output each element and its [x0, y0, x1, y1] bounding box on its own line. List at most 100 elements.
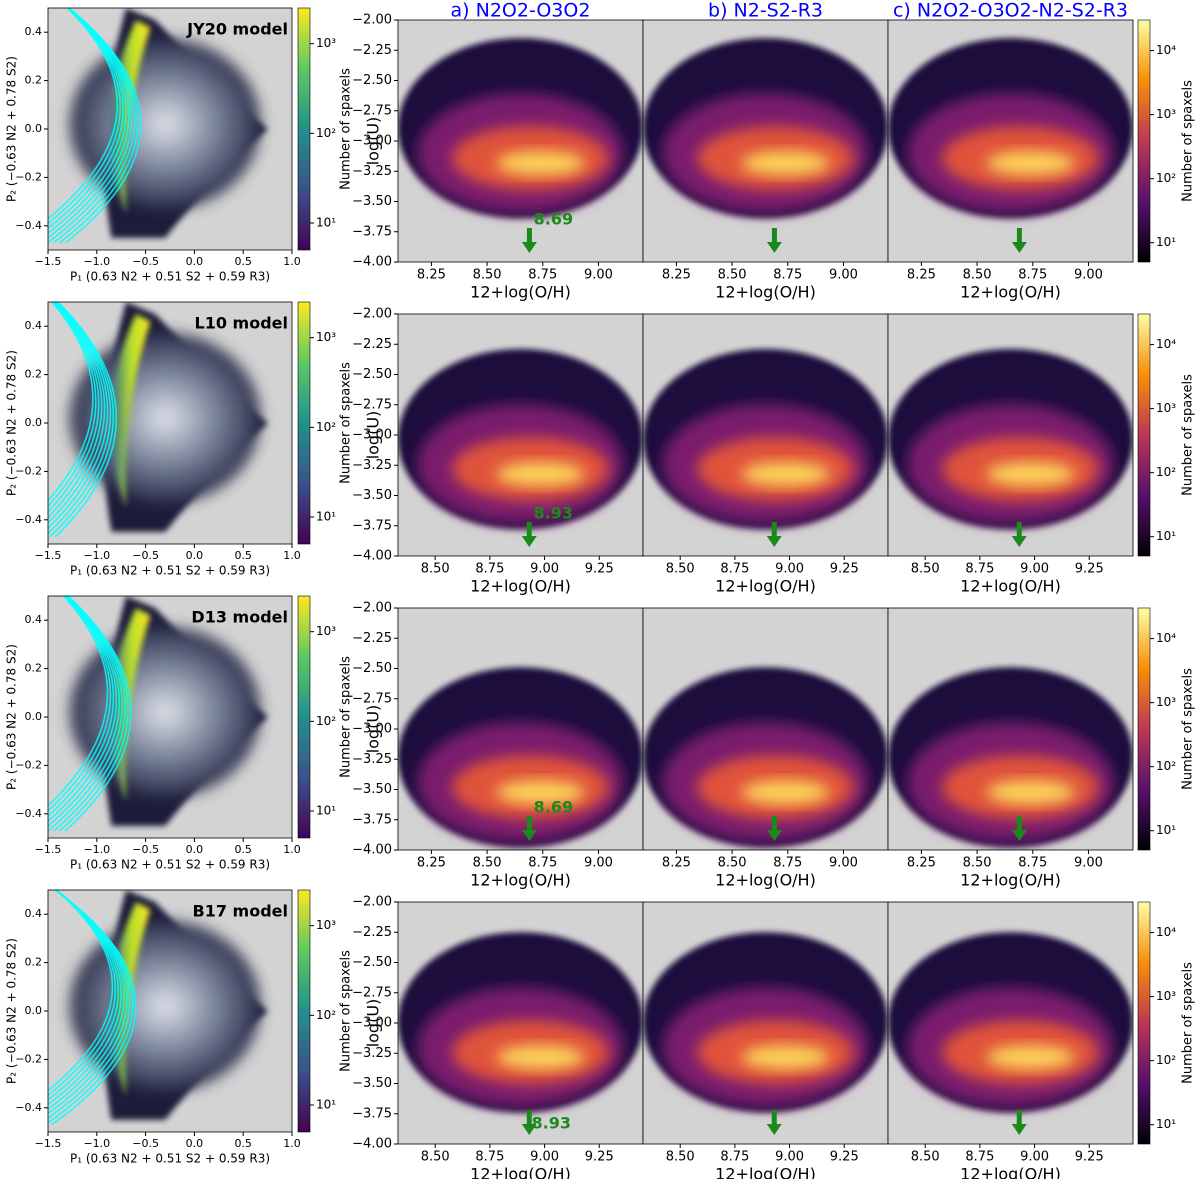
annotation-arrow — [521, 816, 537, 841]
density-shade — [741, 1045, 830, 1070]
density-layer — [48, 8, 268, 244]
y-tick-label: −3.00 — [352, 1016, 392, 1031]
model-grid — [48, 890, 120, 1101]
y-tick-label: −0.4 — [15, 219, 42, 232]
x-tick-label: 8.50 — [421, 1150, 450, 1165]
density-shade — [70, 627, 261, 798]
colorbar-tick-label: 10⁴ — [1156, 925, 1176, 939]
y-tick-label: −0.4 — [15, 807, 42, 820]
model-grid — [48, 596, 112, 812]
y-axis-label: log(U) — [364, 411, 383, 460]
model-grid — [48, 890, 117, 1097]
y-axis-label: P₂ (−0.63 N2 + 0.78 S2) — [5, 938, 19, 1084]
x-axis-label: P₁ (0.63 N2 + 0.51 S2 + 0.59 R3) — [70, 270, 270, 284]
density-layer — [48, 596, 268, 832]
colorbar-tick-label: 10¹ — [1156, 529, 1176, 543]
model-grid — [48, 302, 94, 502]
x-tick-label: 9.25 — [585, 1150, 614, 1165]
y-tick-label: 0.0 — [25, 416, 43, 429]
colorbar-tick-label: 10² — [316, 420, 336, 434]
x-tick-label: 8.75 — [475, 562, 504, 577]
x-tick-label: 9.00 — [1074, 856, 1103, 871]
y-axis-label: P₂ (−0.63 N2 + 0.78 S2) — [5, 644, 19, 790]
colorbar-label: Number of spaxels — [1181, 80, 1196, 202]
x-axis-label: 12+log(O/H) — [960, 577, 1061, 596]
panel-title: JY20 model — [186, 20, 288, 39]
colorbar-tick-label: 10³ — [1156, 695, 1176, 709]
x-tick-label: 8.50 — [963, 268, 992, 283]
y-tick-label: −2.25 — [352, 925, 392, 940]
x-tick-label: 8.75 — [475, 1150, 504, 1165]
density-layer — [643, 932, 888, 1113]
y-tick-label: −3.75 — [352, 518, 392, 533]
x-tick-label: −1.0 — [83, 255, 110, 268]
colorbar-tick-label: 10³ — [316, 624, 336, 638]
x-axis-label: 12+log(O/H) — [960, 283, 1061, 302]
model-grid — [48, 8, 127, 235]
model-grid — [64, 596, 132, 832]
density-layer — [398, 38, 643, 219]
annotation-arrow — [1011, 228, 1027, 253]
x-tick-label: 1.0 — [283, 1137, 301, 1150]
density-shade — [111, 314, 151, 508]
x-tick-label: 8.50 — [911, 1150, 940, 1165]
x-tick-label: 9.00 — [1020, 1150, 1049, 1165]
density-layer — [643, 38, 888, 219]
x-tick-label: 8.50 — [473, 856, 502, 871]
x-tick-label: 8.25 — [907, 268, 936, 283]
colorbar — [1137, 607, 1151, 851]
density-layer — [888, 349, 1133, 530]
colorbar-tick-label: 10² — [316, 126, 336, 140]
y-tick-label: −2.75 — [352, 103, 392, 118]
x-tick-label: 9.25 — [1075, 562, 1104, 577]
colorbar-label: Number of spaxels — [339, 950, 354, 1072]
colorbar-tick-label: 10⁴ — [1156, 631, 1176, 645]
x-tick-label: 0.5 — [234, 549, 252, 562]
colorbar-tick-label: 10⁴ — [1156, 43, 1176, 57]
y-tick-label: −2.50 — [352, 955, 392, 970]
y-tick-label: −4.00 — [352, 843, 392, 858]
y-tick-label: −3.75 — [352, 1106, 392, 1121]
model-grid — [48, 302, 109, 530]
x-tick-label: 8.25 — [417, 856, 446, 871]
x-tick-label: 9.00 — [775, 1150, 804, 1165]
y-tick-label: 0.2 — [25, 662, 43, 675]
y-tick-label: −3.50 — [352, 782, 392, 797]
x-tick-label: −1.0 — [83, 549, 110, 562]
y-tick-label: −3.75 — [352, 224, 392, 239]
colorbar-label: Number of spaxels — [1181, 962, 1196, 1084]
density-shade — [741, 462, 830, 487]
colorbar-tick-label: 10³ — [316, 36, 336, 50]
x-tick-label: 0.5 — [234, 843, 252, 856]
y-tick-label: −3.75 — [352, 812, 392, 827]
density-layer — [643, 349, 888, 530]
x-axis-label: 12+log(O/H) — [470, 577, 571, 596]
x-axis-label: 12+log(O/H) — [470, 871, 571, 890]
colorbar-tick-label: 10² — [316, 1008, 336, 1022]
colorbar-tick-label: 10¹ — [316, 510, 336, 524]
model-grid — [53, 596, 126, 832]
density-layer — [48, 890, 268, 1126]
colorbar — [1137, 901, 1151, 1145]
colorbar-tick-label: 10² — [1156, 759, 1176, 773]
y-tick-label: −3.25 — [352, 752, 392, 767]
annotation-arrow — [1011, 816, 1027, 841]
x-axis-label: 12+log(O/H) — [960, 871, 1061, 890]
colorbar-tick-label: 10³ — [1156, 989, 1176, 1003]
colorbar-label: Number of spaxels — [339, 362, 354, 484]
density-shade — [986, 780, 1075, 805]
x-tick-label: 8.50 — [666, 1150, 695, 1165]
density-shade — [741, 151, 830, 176]
x-tick-label: 8.50 — [911, 562, 940, 577]
x-tick-label: 8.25 — [662, 268, 691, 283]
x-tick-label: 9.00 — [829, 268, 858, 283]
colorbar-tick-label: 10¹ — [316, 216, 336, 230]
column-title: a) N2O2-O3O2 — [451, 0, 591, 22]
x-tick-label: 1.0 — [283, 255, 301, 268]
y-tick-label: −2.00 — [352, 307, 392, 322]
density-shade — [70, 921, 261, 1092]
x-tick-label: −1.0 — [83, 1137, 110, 1150]
model-grid — [54, 302, 118, 538]
panel-title: B17 model — [193, 902, 288, 921]
